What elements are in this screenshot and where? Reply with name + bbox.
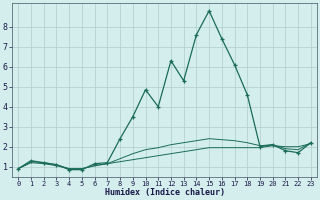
X-axis label: Humidex (Indice chaleur): Humidex (Indice chaleur) <box>105 188 225 197</box>
